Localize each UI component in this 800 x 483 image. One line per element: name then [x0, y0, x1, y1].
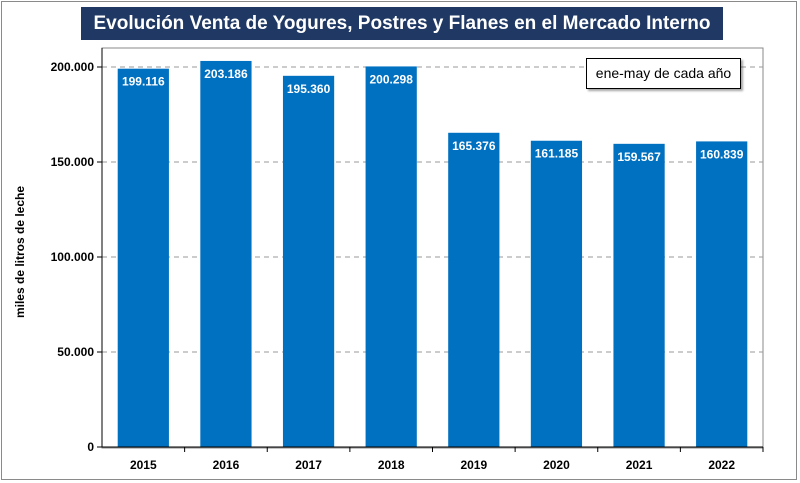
x-tick-label-2022: 2022	[708, 458, 735, 472]
data-label-2017: 195.360	[287, 82, 331, 96]
x-tick-labels: 2015 2016 2017 2018 2019 2020 2021 2022	[130, 447, 764, 472]
x-tick-label-2019: 2019	[460, 458, 487, 472]
data-label-2019: 165.376	[452, 139, 496, 153]
x-tick-label-2015: 2015	[130, 458, 157, 472]
y-tick-label: 50.000	[57, 345, 94, 359]
data-label-2020: 161.185	[535, 147, 579, 161]
value-labels: 199.116 203.186 195.360 200.298 165.376 161.1…	[122, 67, 744, 164]
y-axis-label: miles de litros de leche	[13, 185, 27, 319]
data-label-2022: 160.839	[700, 147, 744, 161]
x-tick-label-2020: 2020	[543, 458, 570, 472]
x-tick-label-2018: 2018	[378, 458, 405, 472]
bar-2016	[200, 60, 252, 448]
y-tick-label: 0	[87, 440, 94, 454]
data-label-2021: 159.567	[617, 150, 661, 164]
x-tick-label-2021: 2021	[626, 458, 653, 472]
bar-2015	[117, 68, 169, 448]
bar-2020	[530, 140, 583, 447]
data-label-2015: 199.116	[122, 75, 165, 89]
data-label-2016: 203.186	[204, 67, 248, 81]
x-tick-label-2017: 2017	[295, 458, 322, 472]
y-tick-label: 150.000	[51, 155, 95, 169]
x-tick-label-2016: 2016	[213, 458, 240, 472]
bar-2022	[696, 141, 748, 448]
bar-2018	[365, 66, 417, 447]
period-annotation: ene-may de cada año	[586, 58, 741, 89]
bar-2021	[613, 143, 665, 447]
y-tick-label: 100.000	[51, 250, 95, 264]
bar-2017	[282, 75, 335, 447]
chart-title: Evolución Venta de Yogures, Postres y Fl…	[81, 7, 723, 40]
y-tick-label: 200.000	[51, 60, 95, 74]
data-label-2018: 200.298	[369, 72, 413, 86]
bar-2019	[448, 132, 500, 448]
bars	[117, 60, 748, 448]
y-tick-labels: 0 50.000 100.000 150.000 200.000	[51, 60, 102, 454]
